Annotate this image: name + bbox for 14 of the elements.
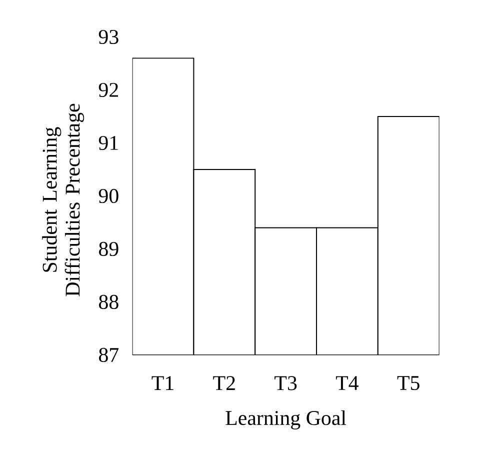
y-tick-label: 93 <box>98 30 118 44</box>
y-tick-label: 87 <box>99 348 119 362</box>
y-tick-label: 91 <box>98 136 118 150</box>
y-axis-title: Student Learning Difficulties Precentage <box>42 104 84 296</box>
x-tick-label: T1 <box>152 376 174 390</box>
y-tick-label: 90 <box>98 188 118 204</box>
y-tick-label: 92 <box>98 82 118 98</box>
x-axis-title: Learning Goal <box>226 410 346 430</box>
x-tick-label: T4 <box>336 376 359 390</box>
y-tick-label: 88 <box>99 294 118 310</box>
x-tick-label: T5 <box>397 376 420 390</box>
x-tick-label: T2 <box>213 376 235 390</box>
y-tick-label: 89 <box>99 242 118 256</box>
x-tick-label: T3 <box>274 376 297 390</box>
